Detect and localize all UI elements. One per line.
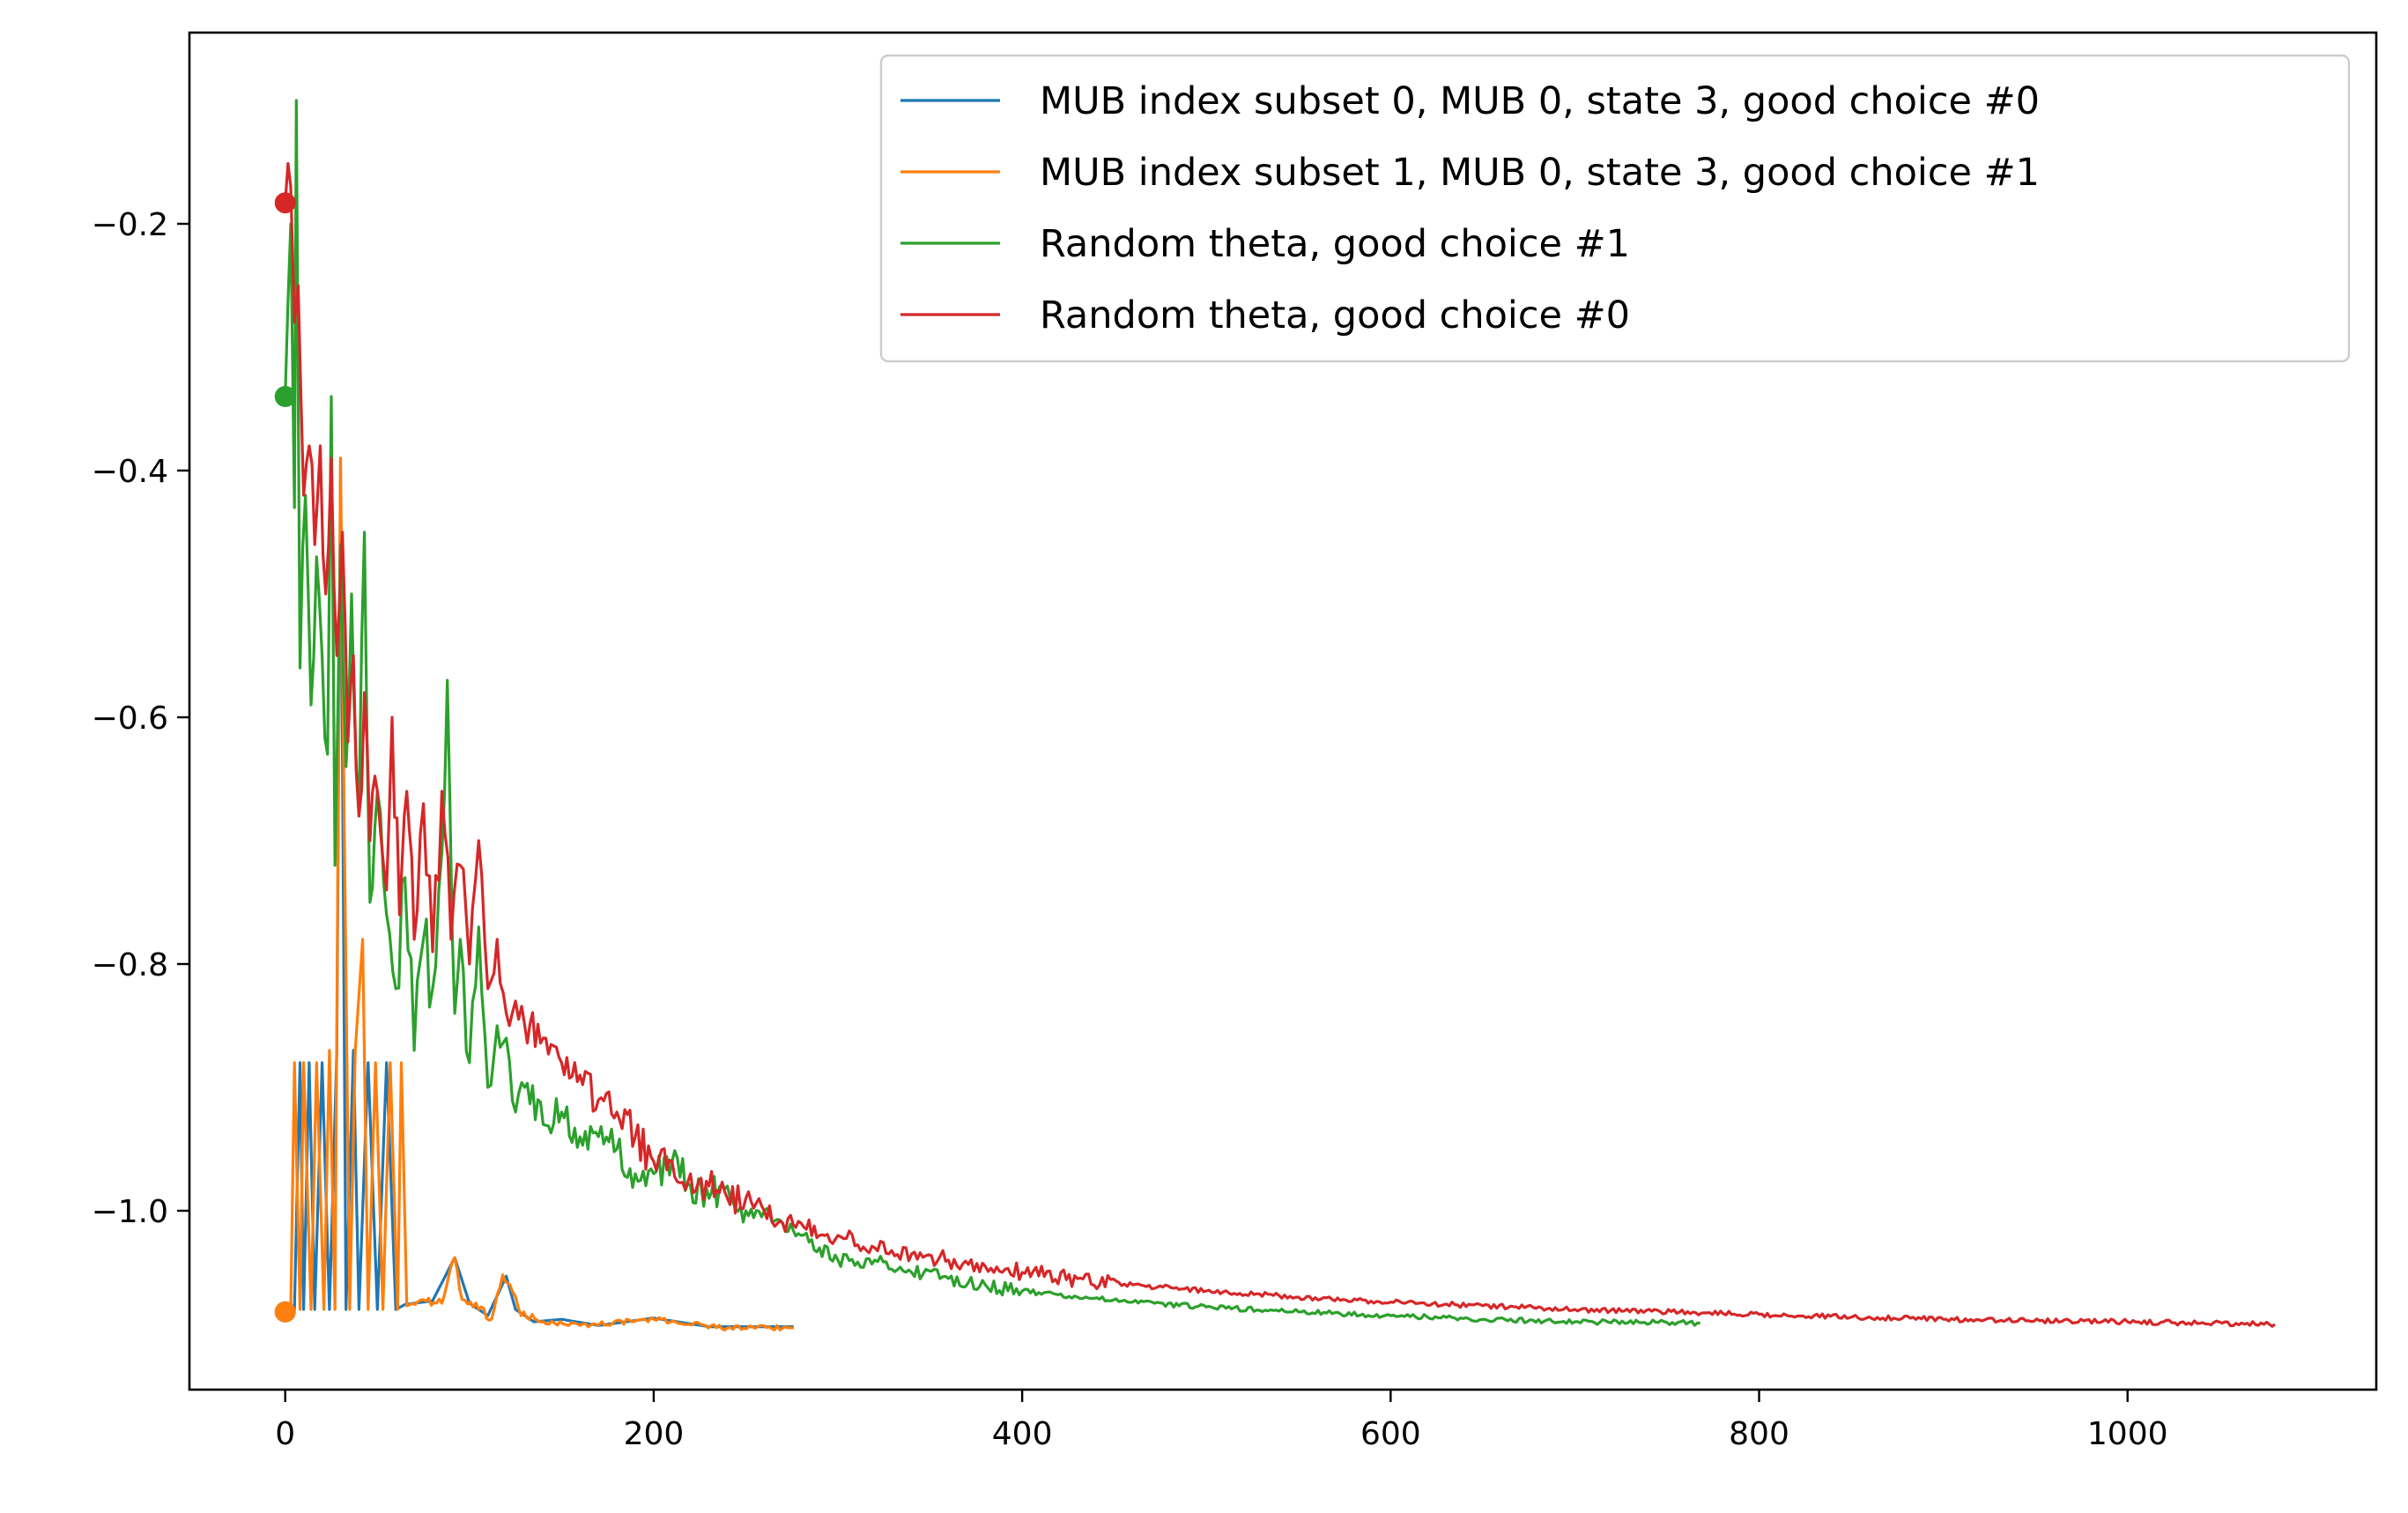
plot-frame	[188, 31, 2378, 1391]
x-tick-label: 1000	[2087, 1416, 2168, 1452]
legend-box	[879, 54, 2351, 363]
y-tick-label: −1.0	[92, 1194, 168, 1230]
y-tick-label: −0.2	[92, 207, 168, 243]
x-tick-label: 0	[275, 1416, 295, 1452]
x-tick-label: 600	[1360, 1416, 1421, 1452]
y-tick-label: −0.8	[92, 947, 168, 983]
legend-label-3: Random theta, good choice #0	[1040, 293, 1630, 337]
series-line-2	[284, 99, 1700, 1327]
x-tick-label: 200	[624, 1416, 685, 1452]
series-start-marker-2	[274, 386, 296, 407]
y-tick-label: −0.4	[92, 454, 168, 490]
x-tick-label: 400	[992, 1416, 1053, 1452]
legend-label-2: Random theta, good choice #1	[1040, 222, 1630, 266]
axes-layer: 0 200 400 600 800 1000 −1.0 −0.8 −0.6 −0.4 −0.2	[92, 31, 2378, 1452]
legend-label-0: MUB index subset 0, MUB 0, state 3, good…	[1040, 79, 2040, 123]
y-tick-label: −0.6	[92, 701, 168, 737]
series-line-1	[285, 456, 794, 1331]
legend: MUB index subset 0, MUB 0, state 3, good…	[879, 54, 2351, 363]
legend-label-1: MUB index subset 1, MUB 0, state 3, good…	[1040, 151, 2040, 195]
series-layer	[274, 99, 2276, 1331]
series-start-marker-1	[274, 1301, 296, 1323]
series-line-3	[284, 161, 2276, 1328]
x-tick-label: 800	[1729, 1416, 1789, 1452]
series-start-marker-3	[274, 192, 296, 214]
